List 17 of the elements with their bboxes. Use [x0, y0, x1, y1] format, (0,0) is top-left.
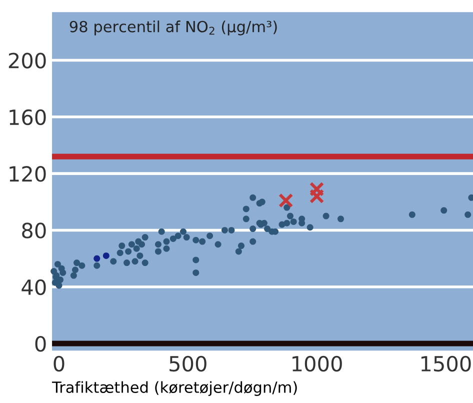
point — [309, 182, 324, 196]
point — [102, 252, 110, 259]
point — [309, 188, 324, 204]
y-tick-label: 160 — [10, 109, 46, 126]
text: 98 percentil af NO$_{2}$ (µg/m³) — [70, 20, 277, 36]
x-tick-label: 500 — [170, 356, 206, 372]
x-axis-title: Trafiktæthed (køretøjer/døgn/m) — [52, 381, 297, 396]
x-tick-label: 1500 — [421, 356, 471, 372]
y-tick-label: 80 — [22, 222, 46, 238]
y-tick-label: 40 — [22, 279, 46, 296]
point — [94, 255, 100, 262]
y-tick-label: 200 — [8, 52, 46, 68]
y-tick-label: 0 — [35, 336, 46, 352]
point — [278, 193, 294, 208]
x-tick-label: 1000 — [292, 356, 342, 372]
y-tick-label: 120 — [10, 166, 46, 182]
x-tick-label: 0 — [54, 356, 64, 372]
